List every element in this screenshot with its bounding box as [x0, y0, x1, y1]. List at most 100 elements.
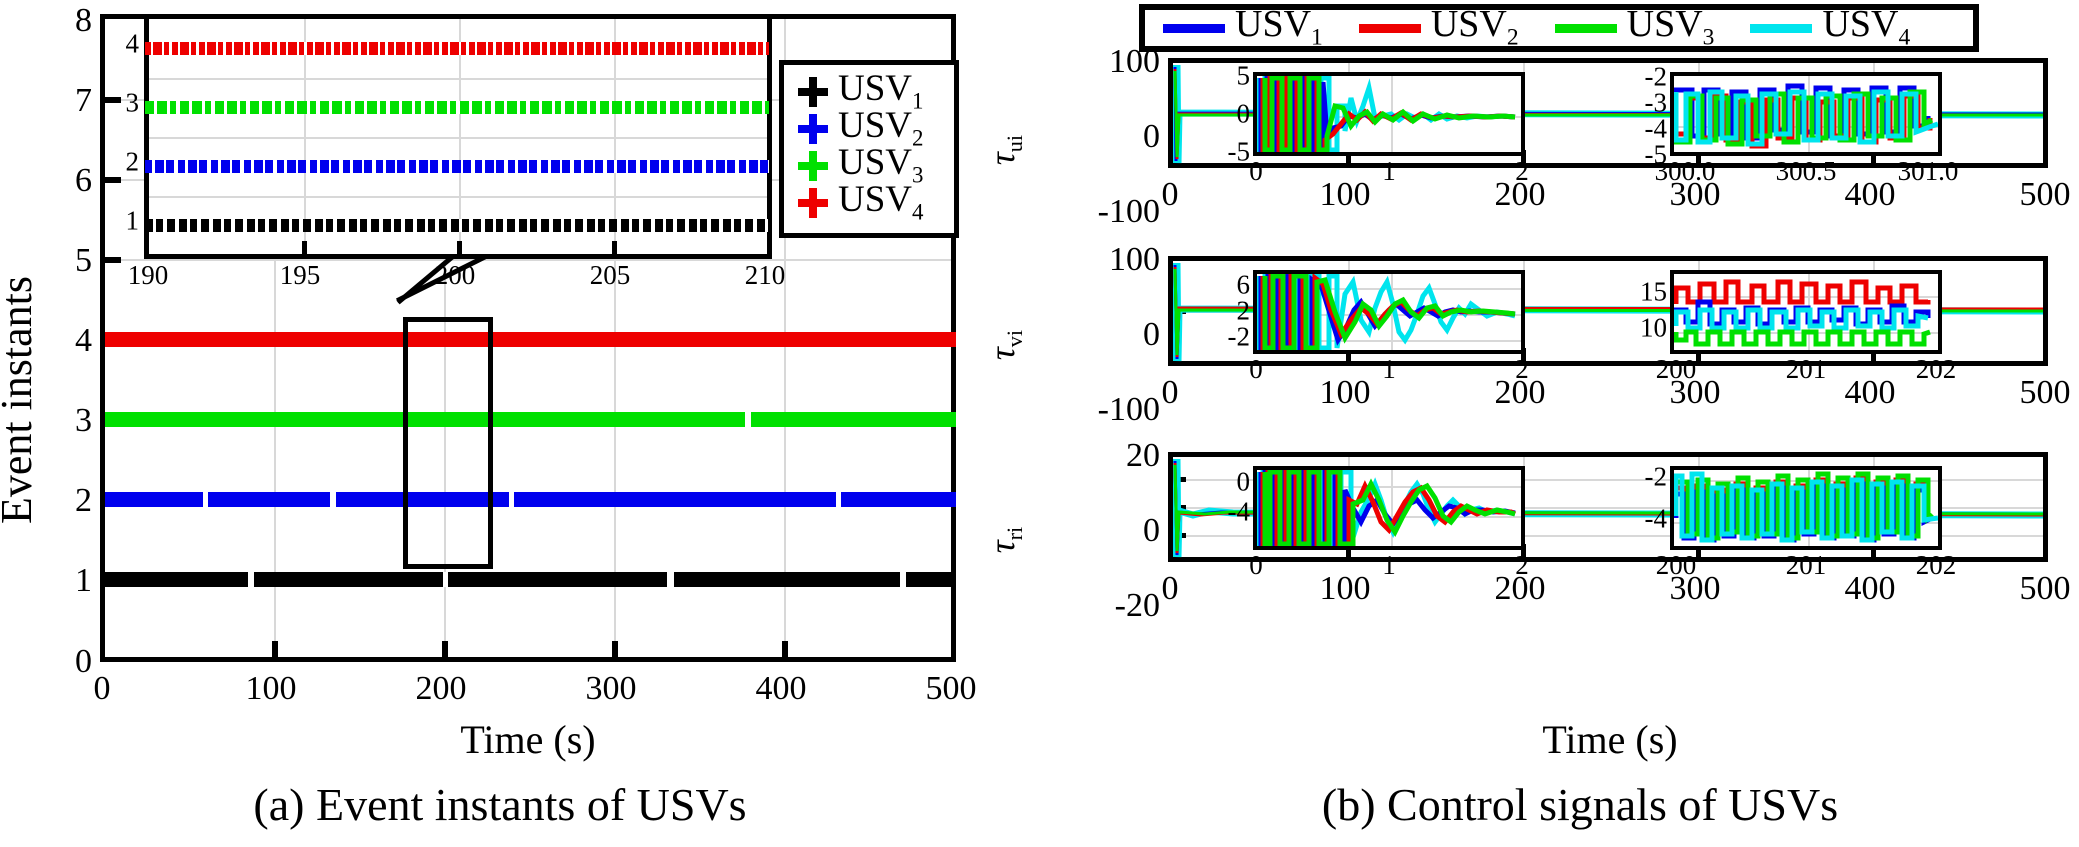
panel-a-inset-ytick-3: 3: [125, 87, 140, 118]
x-tickmark: [1346, 544, 1351, 557]
subplot-tau-vi-inset-left-ytick--2: -2: [1227, 321, 1251, 352]
inset-event-row-usv3: [145, 101, 769, 114]
x-tickmark: [1696, 150, 1701, 163]
legend-item-usv1[interactable]: USV1: [784, 70, 954, 112]
panel-a-ytick-3: 3: [75, 402, 92, 439]
subplot-tau-vi-xtick-0: 0: [1161, 374, 1179, 411]
subplot-tau-ri-xtick-300: 300: [1669, 570, 1721, 607]
plus-marker-icon: [798, 150, 828, 181]
panel-a: Event instants: [0, 0, 1000, 847]
subplot-tau-ri-ytick-20: 20: [1126, 437, 1160, 474]
gridline-h: [1173, 479, 2043, 481]
subplot-tau-ui-inset-left-xtick-1: 1: [1382, 156, 1396, 186]
panel-b-xlabel: Time (s): [1542, 717, 1678, 762]
subplot-tau-ri-inset-left-signal: [1257, 470, 1517, 546]
subplot-tau-vi-xtick-100: 100: [1319, 374, 1371, 411]
subplot-tau-vi-inset-right-xtick-202: 202: [1915, 354, 1957, 384]
panel-a-ytick-2: 2: [75, 482, 92, 519]
legend-item-usv2[interactable]: USV2: [784, 107, 954, 149]
subplot-tau-ui-xtick-0: 0: [1161, 176, 1179, 213]
inset-event-row-usv4: [145, 42, 769, 55]
panel-a-inset-xtick-210: 210: [744, 260, 786, 290]
subplot-tau-ri-inset-right-signal: [1674, 471, 1938, 543]
panel-a-ytick-5: 5: [75, 242, 92, 279]
subplot-tau-ri-inset-right-xtick-202: 202: [1915, 550, 1957, 580]
subplot-tau-ui-inset-right-ytick--2: -2: [1644, 61, 1668, 92]
x-tickmark: [1346, 150, 1351, 163]
subplot-tau-vi-inset-right-signal: [1674, 279, 1931, 347]
legend-label: USV4: [838, 178, 924, 225]
inset-gridline-v: [459, 19, 461, 254]
legend-item-usv2[interactable]: USV2: [1358, 5, 1519, 50]
subplot-tau-vi-inset-right-xtick-200: 200: [1655, 354, 1697, 384]
subplot-tau-vi-inset-left-xtick-1: 1: [1382, 354, 1396, 384]
panel-a-inset-ytick-2: 2: [125, 146, 140, 177]
panel-a-ytick-8: 8: [75, 2, 92, 39]
legend-label: USV3: [838, 141, 924, 188]
legend-item-usv4[interactable]: USV4: [1750, 5, 1910, 50]
x-tickmark: [1521, 348, 1526, 361]
subplot-tau-ui-inset-right-ytick--4: -4: [1644, 113, 1668, 144]
line-swatch-icon: [1358, 23, 1421, 33]
subplot-tau-vi-inset-left-axes: [1253, 270, 1525, 354]
panel-b-legend[interactable]: USV1 USV2 USV3 USV4: [1139, 4, 1979, 52]
subplot-tau-vi-ylabel: τvi: [981, 329, 1027, 361]
subplot-tau-ui-ytick-0: 0: [1143, 118, 1160, 155]
line-swatch-icon: [1750, 23, 1813, 33]
legend-label: USV4: [1822, 3, 1911, 52]
subplot-tau-vi-xtick-300: 300: [1669, 374, 1721, 411]
legend-label: USV3: [1626, 3, 1715, 52]
panel-a-inset-xtick-205: 205: [589, 260, 631, 290]
subplot-tau-ri-xtick-200: 200: [1494, 570, 1546, 607]
inset-gridline-h: [149, 78, 767, 80]
subplot-tau-ui-inset-left-ytick-0: 0: [1236, 98, 1251, 129]
subplot-tau-ri-inset-left-xtick-2: 2: [1515, 550, 1529, 580]
y-tickmark: [105, 97, 121, 103]
inset-gridline-v: [614, 19, 616, 254]
inset-gridline-v: [1808, 76, 1810, 152]
subplot-tau-ri-inset-right-xtick-201: 201: [1785, 550, 1827, 580]
subplot-tau-ui-inset-right-xtick-301: 301.0: [1897, 156, 1959, 186]
subplot-tau-ui-xtick-400: 400: [1844, 176, 1896, 213]
subplot-tau-ri-inset-left-ytick-0: 0: [1236, 466, 1251, 497]
subplot-tau-vi-inset-left-xtick-0: 0: [1249, 354, 1263, 384]
legend-item-usv3[interactable]: USV3: [1554, 3, 1715, 52]
x-tickmark: [1696, 348, 1701, 361]
panel-a-ytick-1: 1: [75, 562, 92, 599]
y-tickmark: [105, 257, 121, 263]
subplot-tau-ui-xtick-200: 200: [1494, 176, 1546, 213]
subplot-tau-ui-xtick-300: 300: [1669, 176, 1721, 213]
subplot-tau-ri-xtick-400: 400: [1844, 570, 1896, 607]
legend-item-usv1[interactable]: USV1: [1163, 5, 1323, 50]
panel-a-xtick-200: 200: [415, 670, 467, 707]
subplot-tau-ri-xtick-0: 0: [1161, 570, 1179, 607]
legend-item-usv3[interactable]: USV3: [784, 141, 954, 188]
subplot-tau-ri-inset-right-xtick-200: 200: [1655, 550, 1697, 580]
x-tickmark: [1696, 544, 1701, 557]
subplot-tau-ui-xtick-100: 100: [1319, 176, 1371, 213]
inset-gridline-v: [1391, 470, 1393, 546]
x-tickmark: [1871, 150, 1876, 163]
subplot-tau-ui-inset-right-xtick-300: 300.0: [1654, 156, 1716, 186]
panel-a-xtick-300: 300: [585, 670, 637, 707]
subplot-tau-vi-inset-left-xtick-2: 2: [1515, 354, 1529, 384]
subplot-tau-ui-inset-right-xtick-3005: 300.5: [1775, 156, 1837, 186]
panel-a-ytick-7: 7: [75, 82, 92, 119]
x-tickmark: [1871, 544, 1876, 557]
subplot-tau-ri-inset-left-xtick-0: 0: [1249, 550, 1263, 580]
x-tickmark: [1521, 544, 1526, 557]
panel-b: USV1 USV2 USV3 USV4 τui 100 0 -100: [982, 0, 2079, 847]
panel-b-caption: (b) Control signals of USVs: [1321, 779, 1839, 830]
subplot-tau-vi-inset-left-signal: [1257, 274, 1516, 350]
panel-a-ytick-4: 4: [75, 322, 92, 359]
subplot-tau-ri-inset-right-ytick--4: -4: [1644, 503, 1668, 534]
x-tickmark: [442, 641, 448, 657]
subplot-tau-vi-inset-right-xtick-201: 201: [1785, 354, 1827, 384]
panel-a-xlabel: Time (s): [460, 717, 596, 762]
subplot-tau-ui-inset-left-xtick-0: 0: [1249, 156, 1263, 186]
line-swatch-icon: [1554, 23, 1617, 33]
legend-item-usv4[interactable]: USV4: [784, 178, 954, 225]
subplot-tau-ri-xtick-100: 100: [1319, 570, 1371, 607]
panel-a-legend[interactable]: USV1 USV2 USV3 USV4: [779, 60, 959, 238]
